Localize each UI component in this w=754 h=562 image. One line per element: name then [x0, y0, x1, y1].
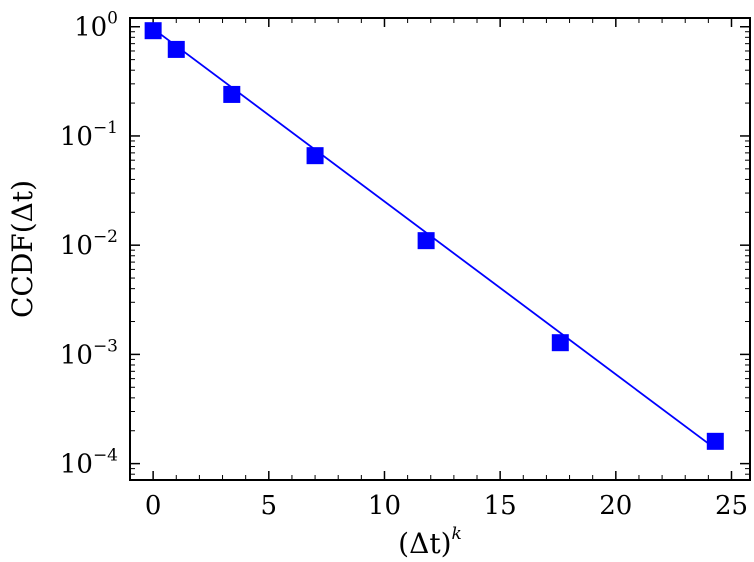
data-point-square	[167, 40, 185, 58]
x-tick-label: 0	[145, 491, 162, 521]
data-point-square	[706, 432, 724, 450]
data-point-square	[417, 232, 435, 250]
x-axis-title: (Δt)k	[398, 524, 462, 560]
x-tick-label: 10	[368, 491, 401, 521]
x-tick-label: 25	[715, 491, 748, 521]
x-tick-label: 15	[484, 491, 517, 521]
y-tick-label: 10−4	[60, 446, 118, 480]
y-tick-label: 10−3	[60, 336, 118, 370]
plot-frame	[129, 17, 751, 481]
y-tick-label: 10−2	[60, 227, 118, 261]
y-axis-title: CCDF(Δt)	[6, 180, 39, 318]
data-point-square	[144, 22, 162, 40]
x-tick-label: 20	[599, 491, 632, 521]
data-point-square	[551, 334, 569, 352]
data-point-square	[223, 85, 241, 103]
y-tick-label: 10−1	[60, 118, 118, 152]
x-tick-label: 5	[261, 491, 278, 521]
data-point-square	[306, 147, 324, 165]
y-tick-label: 100	[74, 9, 118, 43]
